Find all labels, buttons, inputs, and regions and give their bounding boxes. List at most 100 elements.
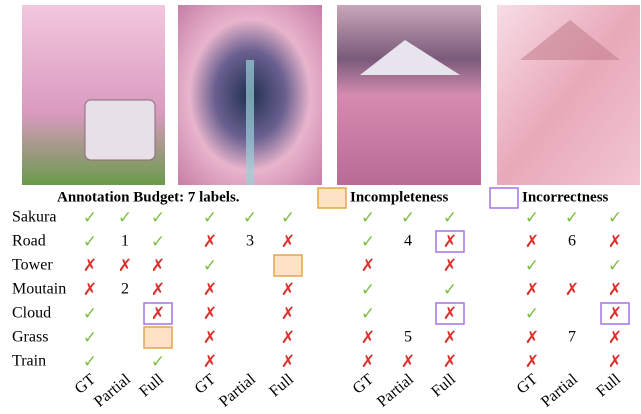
- check: ✓: [151, 232, 165, 252]
- column-label: Partial: [216, 370, 259, 410]
- row-label: Moutain: [12, 281, 66, 298]
- legend-label: Incorrectness: [522, 189, 609, 205]
- column-label: Full: [266, 371, 297, 401]
- check: ✓: [525, 208, 539, 228]
- mountain-shape: [360, 40, 460, 75]
- check: ✓: [525, 256, 539, 276]
- check: ✓: [118, 208, 132, 228]
- step-number: 6: [568, 233, 576, 250]
- check: ✓: [361, 280, 375, 300]
- step-number: 3: [246, 233, 254, 250]
- cross: ✗: [608, 232, 622, 252]
- cross: ✗: [281, 280, 295, 300]
- column-label: GT: [514, 371, 541, 398]
- column-label: Full: [593, 371, 624, 401]
- box-incorrectness: [435, 230, 465, 253]
- cross: ✗: [151, 256, 165, 276]
- cross: ✗: [443, 352, 457, 372]
- grid: SakuraRoadTowerMoutainCloudGrassTrainGTP…: [12, 208, 630, 411]
- cross: ✗: [608, 304, 622, 324]
- box-incorrectness: [143, 302, 173, 325]
- row-label: Sakura: [12, 209, 56, 226]
- check: ✓: [525, 304, 539, 324]
- cross: ✗: [151, 280, 165, 300]
- tower-shape: [246, 60, 254, 185]
- row-label: Tower: [12, 257, 53, 274]
- box-incorrectness: [435, 302, 465, 325]
- cross: ✗: [118, 256, 132, 276]
- step-number: 2: [121, 281, 129, 298]
- cross: ✗: [361, 352, 375, 372]
- check: ✓: [608, 208, 622, 228]
- legend-box-orange: [317, 187, 347, 209]
- cross: ✗: [281, 304, 295, 324]
- cross: ✗: [203, 352, 217, 372]
- check: ✓: [281, 208, 295, 228]
- column-label: Partial: [91, 370, 134, 410]
- legend-box-purple: [489, 187, 519, 209]
- box-incompleteness: [273, 254, 303, 277]
- check: ✓: [151, 352, 165, 372]
- check: ✓: [203, 208, 217, 228]
- check: ✓: [151, 208, 165, 228]
- cross: ✗: [525, 232, 539, 252]
- step-number: 1: [121, 233, 129, 250]
- check: ✓: [565, 208, 579, 228]
- cross: ✗: [525, 280, 539, 300]
- legend-label: Incompleteness: [350, 189, 448, 205]
- row-label: Road: [12, 233, 46, 250]
- budget: Annotation Budget: 7 labels.: [57, 189, 240, 205]
- column-label: Full: [428, 371, 459, 401]
- cross: ✗: [525, 352, 539, 372]
- cross: ✗: [151, 304, 165, 324]
- check: ✓: [83, 328, 97, 348]
- check: ✓: [401, 208, 415, 228]
- cross: ✗: [361, 256, 375, 276]
- cross: ✗: [281, 352, 295, 372]
- cross: ✗: [443, 232, 457, 252]
- cross: ✗: [281, 232, 295, 252]
- step-number: 7: [568, 329, 576, 346]
- cross: ✗: [608, 352, 622, 372]
- check: ✓: [608, 256, 622, 276]
- cross: ✗: [83, 256, 97, 276]
- check: ✓: [361, 304, 375, 324]
- check: ✓: [361, 208, 375, 228]
- column-label: GT: [350, 371, 377, 398]
- cross: ✗: [203, 232, 217, 252]
- cross: ✗: [203, 280, 217, 300]
- box-incorrectness: [600, 302, 630, 325]
- step-number: 5: [404, 329, 412, 346]
- column-label: Full: [136, 371, 167, 401]
- cross: ✗: [525, 328, 539, 348]
- cross: ✗: [443, 328, 457, 348]
- pagoda-shape: [520, 20, 620, 60]
- row-label: Cloud: [12, 305, 51, 322]
- check: ✓: [243, 208, 257, 228]
- column-label: Partial: [538, 370, 581, 410]
- step-number: 4: [404, 233, 412, 250]
- photo: [337, 5, 481, 185]
- box-incompleteness: [143, 326, 173, 349]
- cross: ✗: [361, 328, 375, 348]
- column-label: Partial: [374, 370, 417, 410]
- cross: ✗: [443, 256, 457, 276]
- check: ✓: [443, 208, 457, 228]
- check: ✓: [83, 208, 97, 228]
- check: ✓: [361, 232, 375, 252]
- train-shape: [84, 99, 156, 161]
- cross: ✗: [443, 304, 457, 324]
- check: ✓: [203, 256, 217, 276]
- column-label: GT: [192, 371, 219, 398]
- cross: ✗: [401, 352, 415, 372]
- check: ✓: [83, 232, 97, 252]
- cross: ✗: [203, 304, 217, 324]
- check: ✓: [83, 352, 97, 372]
- cross: ✗: [203, 328, 217, 348]
- row-label: Grass: [12, 329, 48, 346]
- cross: ✗: [608, 280, 622, 300]
- check: ✓: [83, 304, 97, 324]
- cross: ✗: [608, 328, 622, 348]
- row-label: Train: [12, 353, 46, 370]
